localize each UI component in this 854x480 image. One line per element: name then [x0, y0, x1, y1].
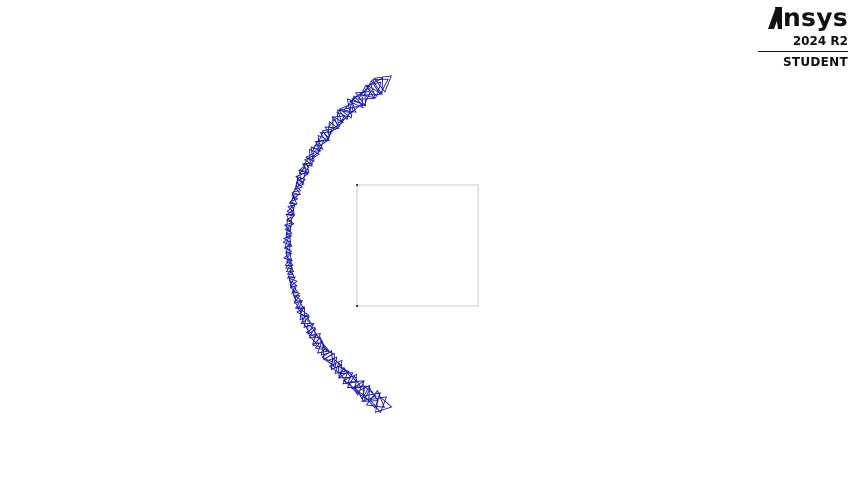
mesh-element [373, 75, 393, 93]
mesh-element [346, 98, 363, 115]
mesh-element [311, 143, 322, 152]
mesh-element [286, 209, 294, 217]
brand-edition: STUDENT [782, 55, 848, 69]
mesh-element [294, 300, 305, 309]
mesh-element [285, 264, 295, 273]
mesh-element [286, 268, 294, 275]
brand-divider [758, 51, 848, 52]
mesh-element [354, 385, 371, 400]
mesh-element [288, 196, 298, 205]
mesh-element [282, 236, 292, 247]
arc-mesh-elements [282, 75, 393, 414]
brand-logo: nsys [756, 4, 848, 32]
mesh-element [374, 394, 393, 413]
mesh-element [330, 357, 343, 371]
mesh-element [355, 384, 371, 402]
mesh-element [324, 126, 336, 137]
mesh-element [320, 345, 331, 356]
mesh-element [321, 349, 334, 363]
mesh-element [284, 225, 291, 233]
mesh-element [319, 131, 332, 143]
mesh-element [286, 270, 296, 279]
mesh-element [284, 240, 293, 248]
mesh-element [299, 162, 310, 174]
mesh-element [314, 139, 325, 150]
mesh-element [286, 256, 293, 264]
mesh-element [284, 258, 294, 267]
mesh-element [309, 148, 321, 161]
mesh-element [291, 286, 299, 294]
mesh-element [285, 231, 293, 239]
mesh-element [321, 128, 333, 140]
brand-version: 2024 R2 [792, 34, 848, 48]
brand-name: nsys [782, 3, 848, 32]
mesh-element [285, 250, 293, 259]
vertex-marker [356, 184, 358, 186]
mesh-element [337, 366, 352, 379]
mesh-element [332, 115, 344, 130]
ansys-chevron-icon [767, 7, 782, 29]
mesh-element [336, 111, 349, 125]
mesh-element [303, 323, 315, 334]
mesh-element [285, 217, 295, 228]
geometry-square-outline [356, 184, 479, 307]
mesh-element [339, 372, 354, 385]
mesh-element [293, 300, 304, 309]
mesh-element [305, 152, 315, 163]
mesh-element [303, 317, 314, 328]
mesh-element [338, 102, 354, 119]
mesh-element [285, 216, 293, 224]
vertex-marker [356, 305, 358, 307]
mesh-element [292, 294, 301, 302]
mesh-element [334, 362, 347, 374]
mesh-element [285, 261, 294, 270]
mesh-element [286, 205, 295, 215]
mesh-element [295, 172, 306, 184]
mesh-element [307, 324, 317, 335]
ansys-student-watermark: nsys 2024 R2 STUDENT [756, 4, 848, 69]
mesh-element [285, 213, 296, 223]
mesh-element [293, 295, 303, 304]
mesh-element [291, 186, 302, 196]
mesh-element [290, 200, 297, 209]
mesh-element [283, 252, 293, 262]
mesh-element [310, 146, 322, 158]
mesh-element [326, 356, 338, 369]
mesh-element [308, 328, 320, 339]
mesh-element [361, 385, 377, 403]
mesh-element [302, 157, 313, 167]
mesh-element [367, 77, 384, 96]
